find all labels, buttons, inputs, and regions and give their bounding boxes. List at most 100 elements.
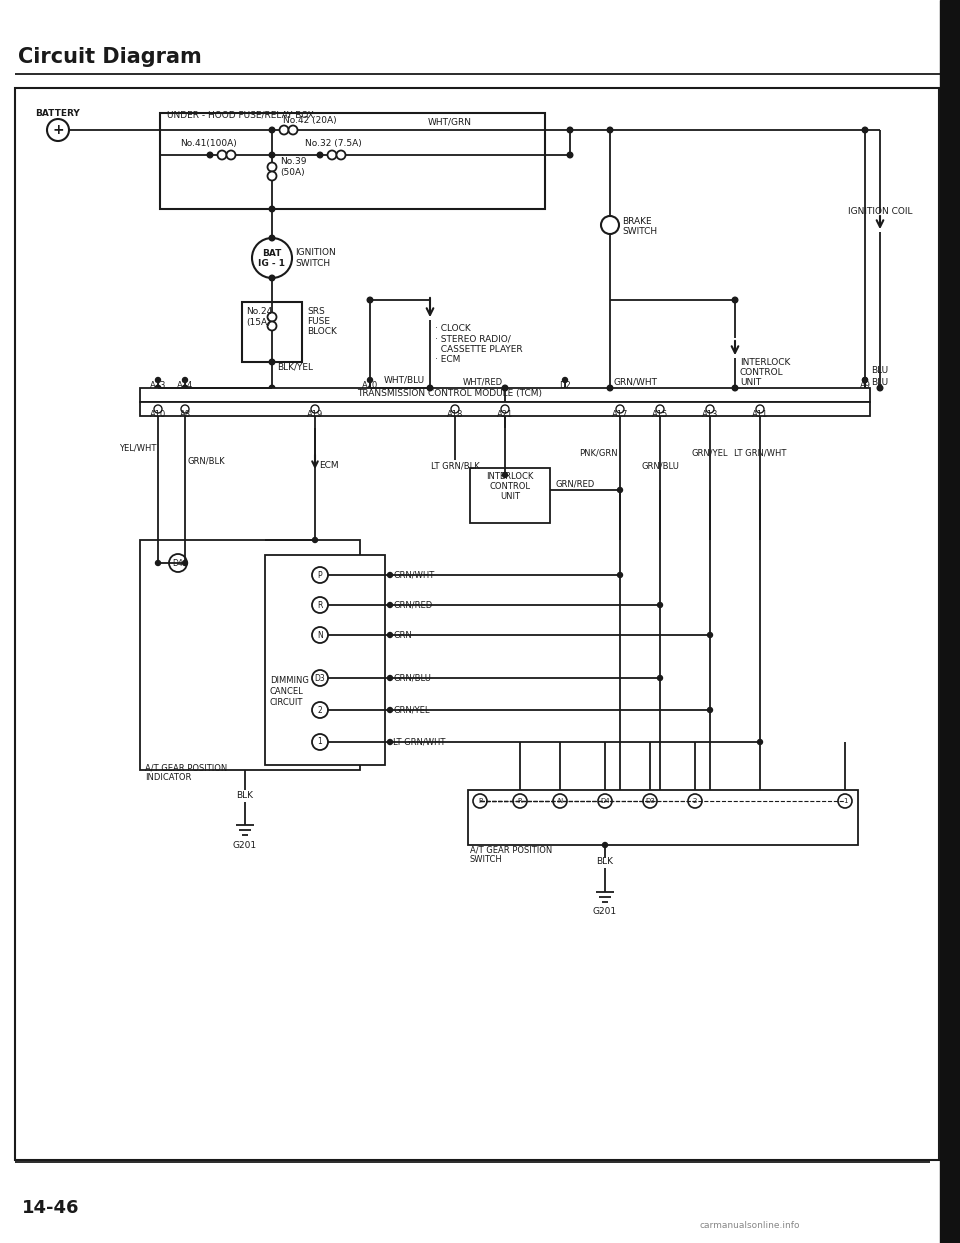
Text: D3: D3 [645, 798, 655, 804]
Circle shape [608, 385, 612, 390]
Circle shape [269, 235, 275, 241]
Text: IG - 1: IG - 1 [258, 259, 285, 267]
Circle shape [268, 312, 276, 322]
Circle shape [732, 385, 738, 390]
Text: A15: A15 [652, 409, 668, 419]
Circle shape [553, 794, 567, 808]
Circle shape [182, 561, 187, 566]
Circle shape [312, 735, 328, 750]
Text: No.32 (7.5A): No.32 (7.5A) [305, 138, 362, 148]
Circle shape [656, 405, 664, 413]
Circle shape [313, 537, 318, 542]
Circle shape [563, 378, 567, 383]
Circle shape [601, 216, 619, 234]
Circle shape [877, 385, 883, 390]
Text: P: P [318, 571, 323, 579]
Text: BRAKE: BRAKE [622, 216, 652, 225]
Circle shape [757, 740, 762, 745]
Bar [470, 469, 550, 523]
Text: SWITCH: SWITCH [470, 855, 503, 864]
Text: (50A): (50A) [280, 168, 304, 177]
Circle shape [862, 127, 868, 133]
Circle shape [312, 597, 328, 613]
Text: BLK: BLK [596, 858, 613, 866]
Circle shape [567, 127, 573, 133]
Text: A/T GEAR POSITION: A/T GEAR POSITION [145, 763, 228, 772]
Text: D2: D2 [559, 380, 571, 389]
Text: 1: 1 [843, 798, 848, 804]
Text: R: R [517, 798, 522, 804]
Circle shape [269, 127, 275, 133]
Bar [140, 388, 870, 401]
Circle shape [451, 405, 459, 413]
Text: BLU: BLU [872, 365, 889, 374]
Circle shape [47, 119, 69, 140]
Bar [265, 556, 385, 764]
Circle shape [862, 378, 868, 383]
Text: N: N [317, 630, 323, 639]
Text: CONTROL: CONTROL [740, 368, 783, 377]
Circle shape [312, 702, 328, 718]
Text: R: R [318, 600, 323, 609]
Text: YEL/WHT: YEL/WHT [119, 444, 156, 452]
Circle shape [252, 237, 292, 278]
Text: SRS: SRS [307, 307, 324, 316]
Circle shape [279, 126, 289, 134]
Text: A10: A10 [150, 409, 166, 419]
Circle shape [502, 385, 508, 390]
Circle shape [182, 378, 187, 383]
Circle shape [268, 172, 276, 180]
Text: · CLOCK: · CLOCK [435, 323, 470, 332]
Circle shape [708, 633, 712, 638]
Text: A19: A19 [307, 409, 324, 419]
Circle shape [643, 794, 657, 808]
Text: A23: A23 [150, 380, 166, 389]
Text: BLOCK: BLOCK [307, 327, 337, 336]
Text: G201: G201 [233, 840, 257, 849]
Text: CIRCUIT: CIRCUIT [270, 697, 303, 706]
Circle shape [567, 152, 573, 158]
Text: No.41(100A): No.41(100A) [180, 138, 237, 148]
Text: IGNITION COIL: IGNITION COIL [848, 206, 912, 215]
Circle shape [688, 794, 702, 808]
Bar [140, 401, 870, 416]
Text: A8: A8 [180, 409, 191, 419]
Text: A24: A24 [177, 380, 193, 389]
Text: GRN/YEL: GRN/YEL [692, 449, 729, 457]
Text: A18: A18 [446, 409, 463, 419]
Text: BLK/YEL: BLK/YEL [277, 363, 313, 372]
Circle shape [838, 794, 852, 808]
Circle shape [269, 206, 275, 211]
Circle shape [501, 405, 509, 413]
Text: GRN/RED: GRN/RED [555, 480, 594, 488]
Text: BATTERY: BATTERY [36, 108, 81, 118]
Text: BAT: BAT [262, 249, 281, 257]
Text: A9: A9 [859, 380, 871, 389]
Bar [160, 113, 545, 209]
Text: INTERLOCK: INTERLOCK [487, 471, 534, 481]
Circle shape [862, 378, 868, 383]
Text: INTERLOCK: INTERLOCK [740, 358, 790, 367]
Text: D4: D4 [600, 798, 610, 804]
Bar [242, 302, 302, 362]
Text: CANCEL: CANCEL [270, 686, 303, 696]
Circle shape [368, 378, 372, 383]
Text: 2: 2 [318, 706, 323, 715]
Text: (15A): (15A) [246, 317, 271, 327]
Circle shape [317, 152, 323, 158]
Circle shape [312, 567, 328, 583]
Bar [140, 539, 360, 769]
Text: A13: A13 [702, 409, 718, 419]
Circle shape [289, 126, 298, 134]
Circle shape [608, 127, 612, 133]
Circle shape [218, 150, 227, 159]
Circle shape [268, 322, 276, 331]
Circle shape [327, 150, 337, 159]
Text: UNIT: UNIT [740, 378, 761, 387]
Circle shape [181, 405, 189, 413]
Text: GRN: GRN [393, 630, 412, 639]
Circle shape [388, 707, 393, 712]
Circle shape [182, 385, 188, 390]
Circle shape [207, 152, 213, 158]
Circle shape [388, 573, 393, 578]
